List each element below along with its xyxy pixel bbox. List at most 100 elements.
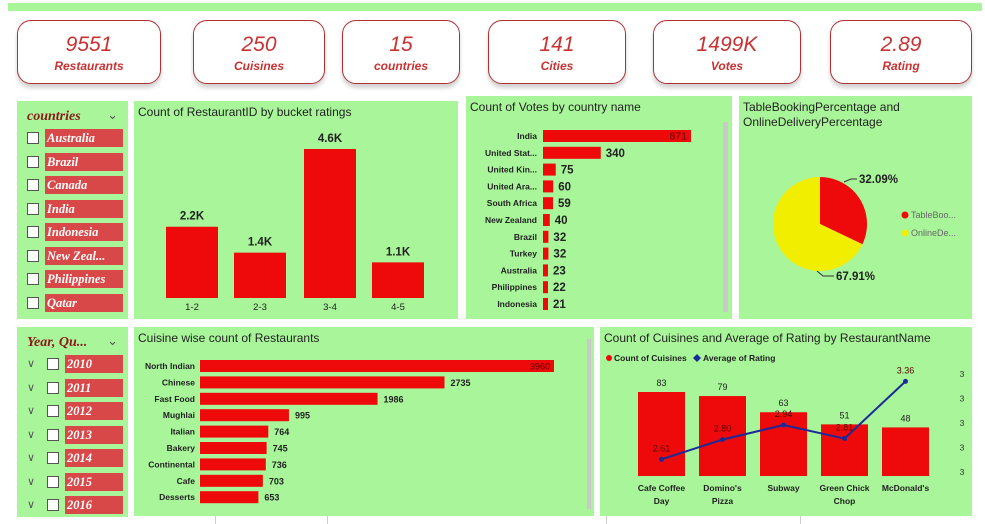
checkbox[interactable] <box>47 452 59 464</box>
checkbox[interactable] <box>27 202 39 215</box>
checkbox[interactable] <box>27 155 39 168</box>
y-tick-label: North Indian <box>145 361 195 371</box>
cuisines-rating-panel: Count of Cuisines and Average of Rating … <box>600 327 972 516</box>
chevron-down-icon[interactable]: ∨ <box>27 475 36 488</box>
y-tick-label: Italian <box>170 427 195 437</box>
kpi-value: 1499K <box>696 33 758 56</box>
y-tick-label: Desserts <box>159 492 195 502</box>
checkbox[interactable] <box>47 405 59 417</box>
x-tick-label: Subway <box>767 483 799 493</box>
x-tick-label: McDonald's <box>882 483 930 493</box>
pie-slice <box>820 177 867 245</box>
chevron-down-icon[interactable]: ∨ <box>27 428 36 441</box>
slicer-item-label: India <box>45 199 123 218</box>
data-label: 32 <box>553 232 566 244</box>
kpi-value: 250 <box>241 33 277 56</box>
data-label: 2.80 <box>714 424 732 434</box>
checkbox[interactable] <box>47 381 59 394</box>
kpi-card-countries: 15 countries <box>342 20 460 84</box>
bar <box>372 262 424 298</box>
bar <box>200 360 554 372</box>
checkbox[interactable] <box>27 132 39 144</box>
checkbox[interactable] <box>27 179 39 191</box>
chevron-down-icon[interactable]: ∨ <box>27 499 36 511</box>
table-booking-pie-panel: TableBookingPercentage and OnlineDeliver… <box>739 96 972 319</box>
data-label: 75 <box>561 165 574 177</box>
slicer-item-label: 2015 <box>65 472 123 491</box>
chevron-down-icon[interactable]: ∨ <box>27 405 36 417</box>
y2-tick-label: 3 <box>960 394 965 404</box>
x-tick-label: Green Chick <box>819 483 869 493</box>
bar <box>543 163 556 176</box>
y-tick-label: Brazil <box>514 232 537 242</box>
bar <box>543 264 548 277</box>
bar <box>200 491 259 504</box>
data-label: 23 <box>553 265 566 277</box>
bar <box>543 197 554 210</box>
data-label: 79 <box>717 382 727 392</box>
chart-title: Count of Votes by country name <box>470 100 641 114</box>
y2-tick-label: 3 <box>960 467 965 477</box>
legend-marker <box>901 211 909 219</box>
x-tick-label: 1-2 <box>185 302 199 313</box>
legend-label: Average of Rating <box>703 353 775 363</box>
year-slicer: Year, Qu... ⌄ ∨ 2010 ∨ 2011 ∨ 2012 ∨ 2013 ∨ 2014 ∨… <box>17 327 128 517</box>
y-tick-label: Indonesia <box>497 299 537 309</box>
data-label: 83 <box>656 378 666 388</box>
bar <box>543 230 549 243</box>
bucket-ratings-chart: 2.2K 1-2 1.4K 2-3 4.6K 3-4 1.1K 4-5 <box>166 133 424 313</box>
scrollbar[interactable] <box>723 122 728 312</box>
data-label: 340 <box>606 148 625 160</box>
data-label: 736 <box>272 460 287 470</box>
checkbox[interactable] <box>47 358 59 370</box>
slicer-item-label: Indonesia <box>45 223 123 241</box>
slicer-item-label: Canada <box>45 176 123 194</box>
chevron-down-icon[interactable]: ∨ <box>27 452 36 464</box>
y-tick-label: Cafe <box>177 476 196 486</box>
slicer-item-label: Qatar <box>45 293 123 312</box>
bucket-ratings-panel: Count of RestaurantID by bucket ratings … <box>134 101 458 319</box>
kpi-label: countries <box>373 59 428 73</box>
bar <box>543 298 548 310</box>
kpi-card-restaurants: 9551 Restaurants <box>17 20 161 84</box>
data-label: 22 <box>553 282 566 294</box>
checkbox[interactable] <box>27 226 39 238</box>
scrollbar[interactable] <box>587 339 591 509</box>
data-label: 59 <box>558 198 571 210</box>
bar <box>882 427 929 476</box>
data-label: 764 <box>274 427 289 437</box>
divider <box>800 516 801 524</box>
y-tick-label: United Ara... <box>487 181 537 191</box>
bar <box>200 392 378 405</box>
legend-label: OnlineDe... <box>911 228 956 238</box>
chart-title: Cuisine wise count of Restaurants <box>138 331 320 345</box>
bar <box>234 252 286 298</box>
y-tick-label: Bakery <box>167 443 196 453</box>
checkbox[interactable] <box>27 296 39 309</box>
data-label: 32 <box>553 249 566 261</box>
x-tick-label: Pizza <box>712 496 734 506</box>
checkbox[interactable] <box>47 475 59 488</box>
data-label: 2.94 <box>775 409 793 419</box>
kpi-label: Restaurants <box>54 59 124 73</box>
chevron-down-icon[interactable]: ∨ <box>27 381 36 394</box>
slicer-title: countries <box>27 109 81 124</box>
y2-tick-label: 3 <box>960 443 965 453</box>
checkbox[interactable] <box>47 428 59 441</box>
data-label: 3960 <box>530 362 550 372</box>
data-label: 2.61 <box>653 443 671 453</box>
leader-line <box>816 270 834 277</box>
chevron-down-icon[interactable]: ⌄ <box>107 333 118 348</box>
checkbox[interactable] <box>47 499 59 511</box>
y-tick-label: Philippines <box>492 282 538 292</box>
y-tick-label: Australia <box>501 265 538 275</box>
line-point <box>842 436 847 442</box>
slicer-item-label: 2016 <box>65 496 123 514</box>
chevron-down-icon[interactable]: ∨ <box>27 358 36 370</box>
data-label: 1.4K <box>248 237 273 249</box>
checkbox[interactable] <box>27 273 39 285</box>
bar <box>200 409 289 422</box>
checkbox[interactable] <box>27 249 39 262</box>
chevron-down-icon[interactable]: ⌄ <box>107 107 118 122</box>
kpi-label: Cities <box>540 59 574 73</box>
